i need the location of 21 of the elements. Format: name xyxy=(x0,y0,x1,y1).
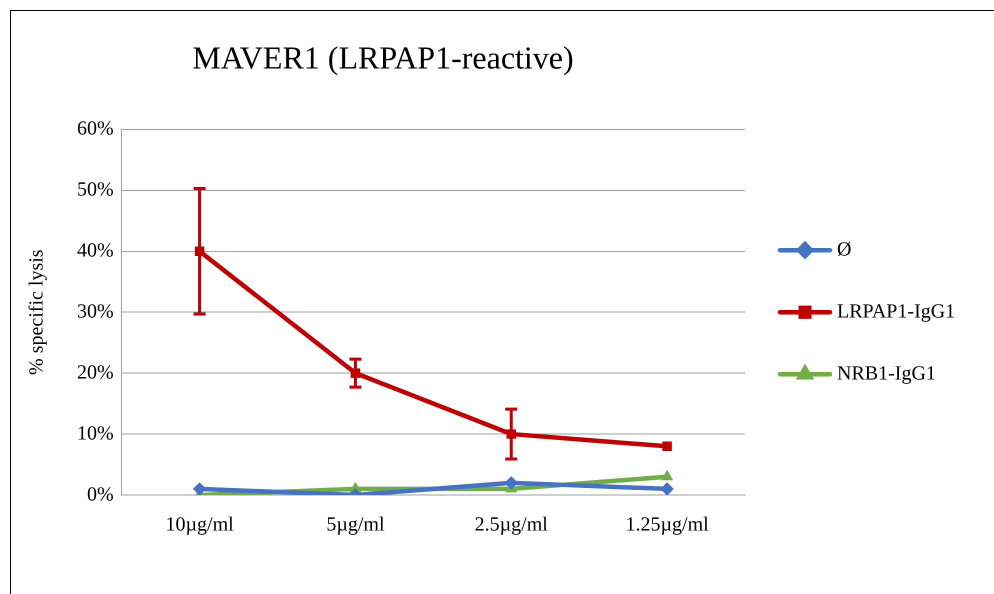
y-tick-label: 30% xyxy=(76,300,114,322)
x-tick-label: 1.25µg/ml xyxy=(625,513,710,536)
x-tick-label: 10µg/ml xyxy=(165,513,234,536)
y-tick-label: 60% xyxy=(76,118,114,140)
chart-title: MAVER1 (LRPAP1-reactive) xyxy=(192,40,574,76)
legend-label: LRPAP1-IgG1 xyxy=(837,300,956,322)
y-tick-label: 10% xyxy=(76,422,114,444)
point xyxy=(660,482,674,495)
point xyxy=(504,476,518,490)
legend-label: NRB1-IgG1 xyxy=(837,362,936,384)
y-tick-label: 20% xyxy=(76,361,114,384)
legend-label: Ø xyxy=(837,238,852,260)
point xyxy=(193,482,206,495)
y-axis-title: % specific lysis xyxy=(25,249,48,375)
y-tick-label: 0% xyxy=(86,483,114,506)
x-tick-label: 5µg/ml xyxy=(326,513,385,536)
y-tick-label: 40% xyxy=(76,240,114,262)
y-tick-label: 50% xyxy=(76,178,114,201)
point xyxy=(661,470,673,480)
point xyxy=(662,442,672,451)
x-tick-label: 2.5µg/ml xyxy=(474,513,548,536)
